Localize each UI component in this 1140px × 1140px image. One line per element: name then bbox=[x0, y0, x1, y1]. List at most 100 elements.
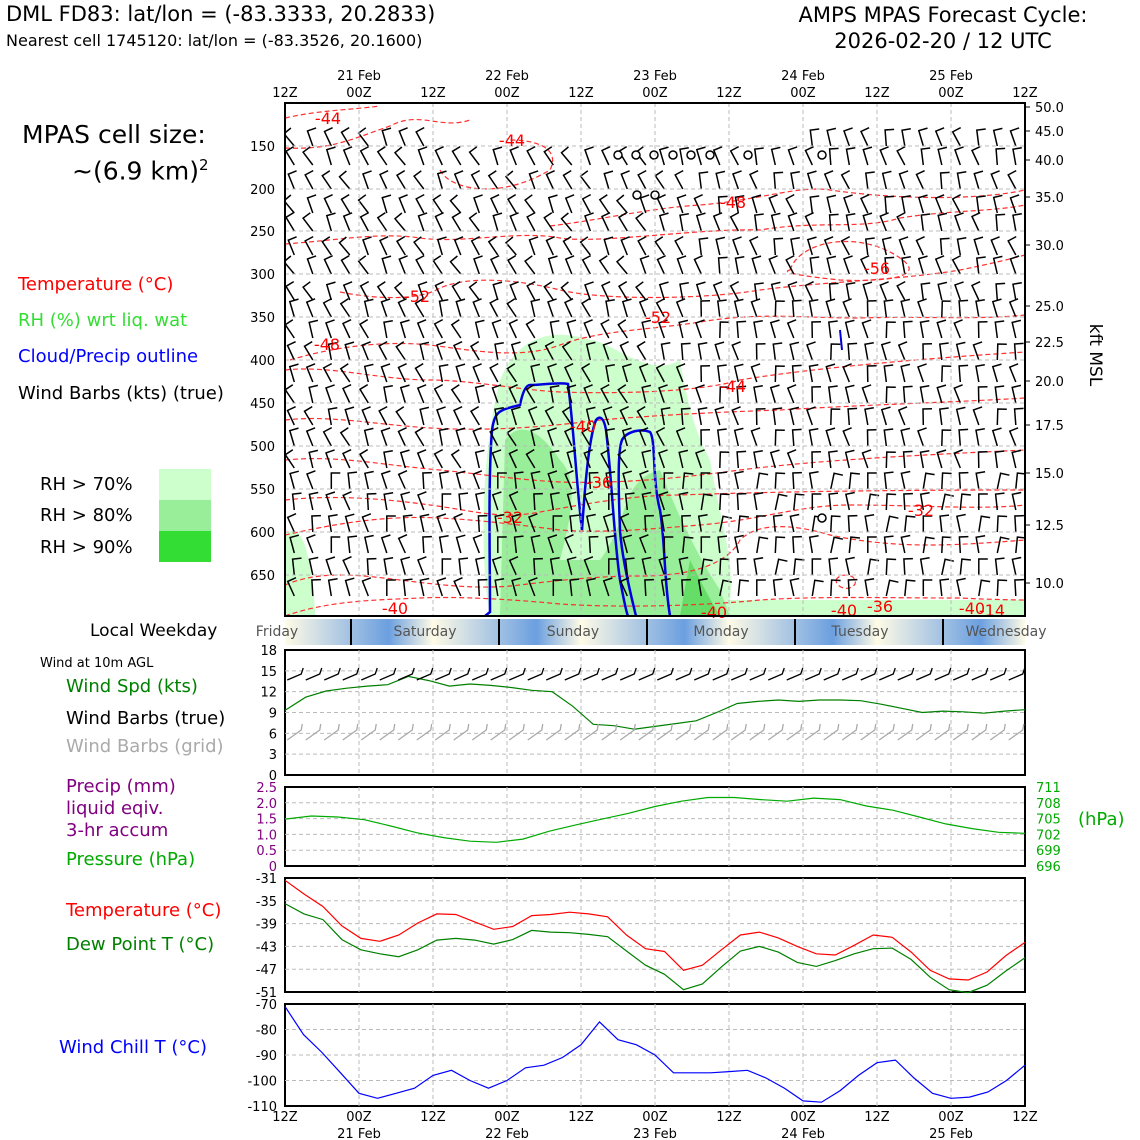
wind-barb bbox=[658, 281, 669, 301]
wind-barb bbox=[530, 427, 541, 447]
wind-barb bbox=[306, 255, 317, 275]
wind-barb bbox=[433, 448, 444, 469]
wind-barb bbox=[749, 236, 759, 256]
wind-barb-true bbox=[823, 667, 841, 681]
wind-barb bbox=[867, 493, 880, 511]
temp-contour-label: -40 bbox=[701, 603, 727, 622]
wind-barb bbox=[605, 535, 616, 554]
temp-panel-ytick-label: -31 bbox=[256, 872, 277, 887]
wind-barb bbox=[524, 194, 536, 214]
wind-barb bbox=[383, 384, 393, 404]
wind-barb bbox=[545, 236, 555, 256]
wind-barb bbox=[756, 579, 766, 596]
wind-barb-grid bbox=[305, 723, 322, 741]
wind-barb bbox=[525, 448, 536, 469]
wind-barb bbox=[994, 557, 1005, 576]
wind-barb bbox=[1011, 319, 1022, 339]
cell-size-value: ~(6.9 km)2 bbox=[72, 156, 209, 185]
wind-barb bbox=[951, 126, 962, 147]
wind-barb bbox=[304, 169, 314, 190]
pressure-tick-label: 650 bbox=[250, 569, 275, 584]
wind-barb bbox=[678, 384, 689, 404]
wind-barb bbox=[898, 236, 909, 256]
wind-barb bbox=[680, 342, 691, 361]
wind-barb bbox=[786, 449, 797, 469]
wind-barb bbox=[475, 491, 485, 511]
temp-panel-label: Temperature (°C) bbox=[66, 900, 222, 921]
pressure-tick-label: 300 bbox=[250, 268, 275, 283]
wind-barb bbox=[285, 384, 295, 404]
wind-barb bbox=[658, 491, 669, 511]
wind-barb bbox=[919, 319, 930, 339]
wind-barb-grid bbox=[915, 723, 932, 741]
wind-barb bbox=[603, 170, 614, 190]
wind-barb bbox=[436, 341, 446, 361]
wind-barb bbox=[562, 169, 573, 190]
wind-barb bbox=[902, 320, 913, 339]
wind-barb bbox=[977, 386, 988, 404]
wind-barb-grid bbox=[823, 723, 840, 741]
wind-barb bbox=[675, 298, 686, 318]
temp-contour-label: -32 bbox=[497, 508, 523, 527]
wind-barb bbox=[635, 212, 647, 232]
wind-barb bbox=[808, 298, 819, 318]
wind-barb bbox=[386, 515, 396, 532]
wind-barb bbox=[695, 449, 705, 469]
wind10-panel-ytick-label: 12 bbox=[260, 686, 277, 701]
calm-circle bbox=[649, 150, 659, 160]
wind-barb bbox=[790, 236, 800, 256]
wind-barb bbox=[381, 194, 392, 214]
wind-barb bbox=[433, 318, 444, 339]
wind-barb bbox=[698, 237, 709, 256]
wind-barb bbox=[715, 236, 726, 256]
wind-barb bbox=[490, 255, 500, 275]
wind-barb bbox=[564, 194, 575, 214]
wind-barb bbox=[344, 341, 355, 361]
wind-barb bbox=[321, 170, 332, 190]
wind-barb bbox=[358, 318, 369, 339]
wind-barb bbox=[547, 470, 558, 490]
wind-barb bbox=[827, 385, 838, 404]
wind-barb bbox=[867, 536, 877, 553]
wind-barb bbox=[793, 558, 805, 576]
wind-barb bbox=[399, 449, 410, 469]
wind-barb bbox=[441, 493, 452, 510]
wind-barb-grid bbox=[360, 723, 377, 741]
wind-barb bbox=[719, 493, 730, 511]
wind-barb bbox=[994, 450, 1005, 469]
wind-barb bbox=[676, 194, 687, 214]
wind-barb bbox=[774, 536, 786, 554]
kft-axis-label: kft MSL bbox=[1085, 324, 1105, 387]
wind-barb-true bbox=[360, 667, 378, 681]
wind-barb bbox=[615, 255, 628, 275]
wind-barb-true bbox=[786, 667, 804, 681]
wind-barb bbox=[569, 578, 580, 597]
wind-barb bbox=[285, 145, 295, 166]
wind-barb bbox=[825, 298, 836, 318]
wind-barb bbox=[978, 493, 988, 510]
wind-barb bbox=[864, 578, 875, 597]
wind-barb bbox=[736, 385, 747, 404]
wind-barb bbox=[681, 514, 691, 533]
wind-barb bbox=[828, 557, 839, 576]
wind10-label: Wind at 10m AGL bbox=[40, 656, 154, 671]
wind-barb bbox=[934, 127, 945, 147]
wind-barb bbox=[342, 449, 352, 469]
wind-barb bbox=[867, 558, 880, 576]
wind-barb bbox=[416, 449, 427, 469]
hpa-unit-label: (hPa) bbox=[1078, 809, 1125, 830]
wind-barb bbox=[491, 384, 502, 404]
wind-barb bbox=[808, 363, 819, 383]
wind-barb bbox=[840, 235, 851, 256]
wind-barb bbox=[919, 384, 930, 404]
wind-barb bbox=[330, 536, 341, 553]
temp-contour-label: -44 bbox=[499, 131, 525, 150]
temp-contour-label: -48 bbox=[720, 193, 746, 212]
wind-barb bbox=[530, 534, 541, 554]
wind-barb bbox=[1011, 556, 1022, 576]
wind-barb bbox=[881, 236, 892, 256]
wind-barb bbox=[584, 146, 594, 166]
wind-barb bbox=[826, 127, 837, 147]
wind-barb-grid bbox=[878, 723, 895, 741]
wind-barb bbox=[453, 513, 463, 533]
